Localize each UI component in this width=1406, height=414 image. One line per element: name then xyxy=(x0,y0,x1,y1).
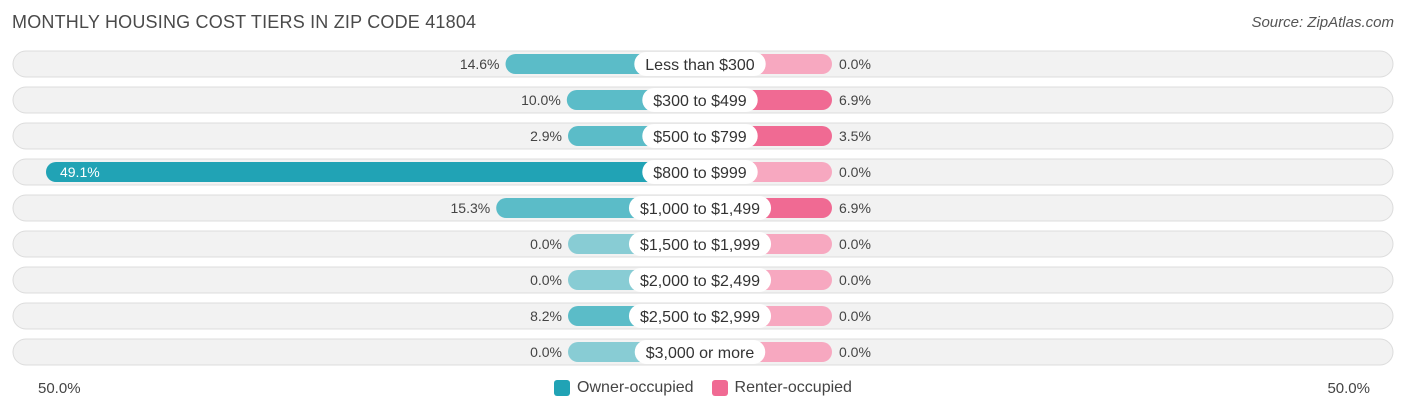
category-pill xyxy=(642,160,758,184)
renter-value-label: 6.9% xyxy=(839,200,871,216)
legend-renter: Renter-occupied xyxy=(711,379,852,397)
owner-value-label: 8.2% xyxy=(530,308,562,324)
owner-value-label: 0.0% xyxy=(530,272,562,288)
category-pill xyxy=(634,52,766,76)
category-label: $3,000 or more xyxy=(646,345,755,362)
source-label: Source: ZipAtlas.com xyxy=(1251,14,1394,31)
renter-value-label: 6.9% xyxy=(839,92,871,108)
category-pill xyxy=(634,340,766,364)
category-pill xyxy=(628,232,772,256)
legend-owner-label: Owner-occupied xyxy=(577,379,694,396)
renter-value-label: 0.0% xyxy=(839,308,871,324)
category-pill xyxy=(642,124,758,148)
category-label: $1,500 to $1,999 xyxy=(640,237,760,254)
category-label: $2,000 to $2,499 xyxy=(640,273,760,290)
category-label: $800 to $999 xyxy=(653,165,747,182)
axis-left-label: 50.0% xyxy=(38,380,81,397)
owner-value-label: 15.3% xyxy=(451,200,491,216)
category-label: $500 to $799 xyxy=(653,129,747,146)
owner-bar xyxy=(45,162,701,182)
category-pill xyxy=(628,304,772,328)
category-pill xyxy=(642,88,758,112)
renter-value-label: 0.0% xyxy=(839,56,871,72)
category-label: $1,000 to $1,499 xyxy=(640,201,760,218)
category-label: $2,500 to $2,999 xyxy=(640,309,760,326)
category-label: Less than $300 xyxy=(645,57,755,74)
legend-renter-swatch xyxy=(711,380,728,396)
renter-value-label: 0.0% xyxy=(839,272,871,288)
legend-owner: Owner-occupied xyxy=(554,379,694,397)
category-pill xyxy=(628,268,772,292)
renter-value-label: 0.0% xyxy=(839,164,871,180)
renter-value-label: 0.0% xyxy=(839,236,871,252)
axis-right-label: 50.0% xyxy=(1327,380,1370,397)
owner-value-label: 0.0% xyxy=(530,344,562,360)
renter-value-label: 3.5% xyxy=(839,128,871,144)
legend: Owner-occupied Renter-occupied xyxy=(0,379,1406,397)
owner-value-label: 0.0% xyxy=(530,236,562,252)
chart-title: MONTHLY HOUSING COST TIERS IN ZIP CODE 4… xyxy=(12,12,477,32)
category-pill xyxy=(628,196,772,220)
owner-value-label: 14.6% xyxy=(460,56,500,72)
owner-value-label: 49.1% xyxy=(60,164,100,180)
owner-value-label: 2.9% xyxy=(530,128,562,144)
category-label: $300 to $499 xyxy=(653,93,747,110)
legend-renter-label: Renter-occupied xyxy=(734,379,852,396)
legend-owner-swatch xyxy=(554,380,571,396)
renter-value-label: 0.0% xyxy=(839,344,871,360)
owner-value-label: 10.0% xyxy=(521,92,561,108)
